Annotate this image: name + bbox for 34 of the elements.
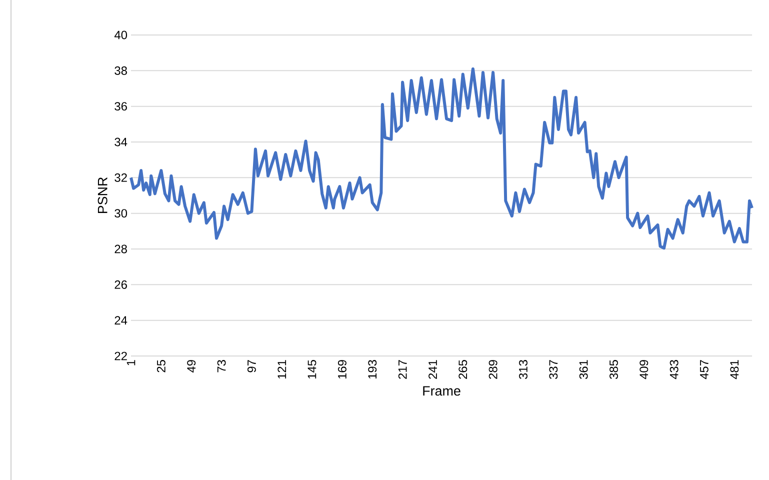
y-tick-label: 36 (114, 102, 127, 111)
x-tick-label: 481 (730, 360, 739, 380)
y-tick-label: 34 (114, 138, 128, 146)
x-tick-label: 121 (278, 360, 286, 379)
y-tick-label: 40 (114, 30, 128, 40)
y-tick-label: 24 (114, 316, 128, 324)
x-tick-label: 265 (458, 360, 468, 379)
x-tick-label: 385 (610, 360, 618, 379)
y-tick-label: 28 (114, 244, 127, 254)
x-tick-label: 49 (187, 360, 196, 373)
x-tick-label: 433 (670, 360, 678, 380)
y-tick-label: 22 (114, 352, 127, 360)
x-tick-label: 457 (700, 360, 708, 380)
x-tick-label: 409 (640, 360, 648, 380)
x-tick-label: 337 (549, 360, 558, 379)
x-tick-label: 313 (518, 360, 528, 379)
x-axis-title: Frame (423, 386, 460, 396)
x-tick-label: 73 (217, 360, 226, 372)
y-tick-label: 26 (114, 280, 127, 289)
x-tick-label: 1 (126, 360, 136, 366)
y-tick-label: 30 (114, 209, 128, 218)
x-tick-label: 145 (308, 360, 316, 379)
y-tick-label: 38 (114, 66, 127, 75)
x-tick-label: 289 (488, 360, 498, 379)
x-tick-label: 97 (247, 360, 256, 372)
x-tick-label: 193 (368, 360, 377, 379)
x-tick-label: 217 (398, 360, 407, 379)
y-axis-title: PSNR (98, 177, 108, 214)
x-tick-label: 361 (579, 360, 588, 379)
line-series (130, 67, 754, 250)
x-tick-label: 169 (338, 360, 346, 379)
x-tick-label: 241 (428, 360, 437, 379)
y-tick-label: 32 (114, 173, 127, 182)
x-tick-label: 25 (156, 360, 166, 372)
